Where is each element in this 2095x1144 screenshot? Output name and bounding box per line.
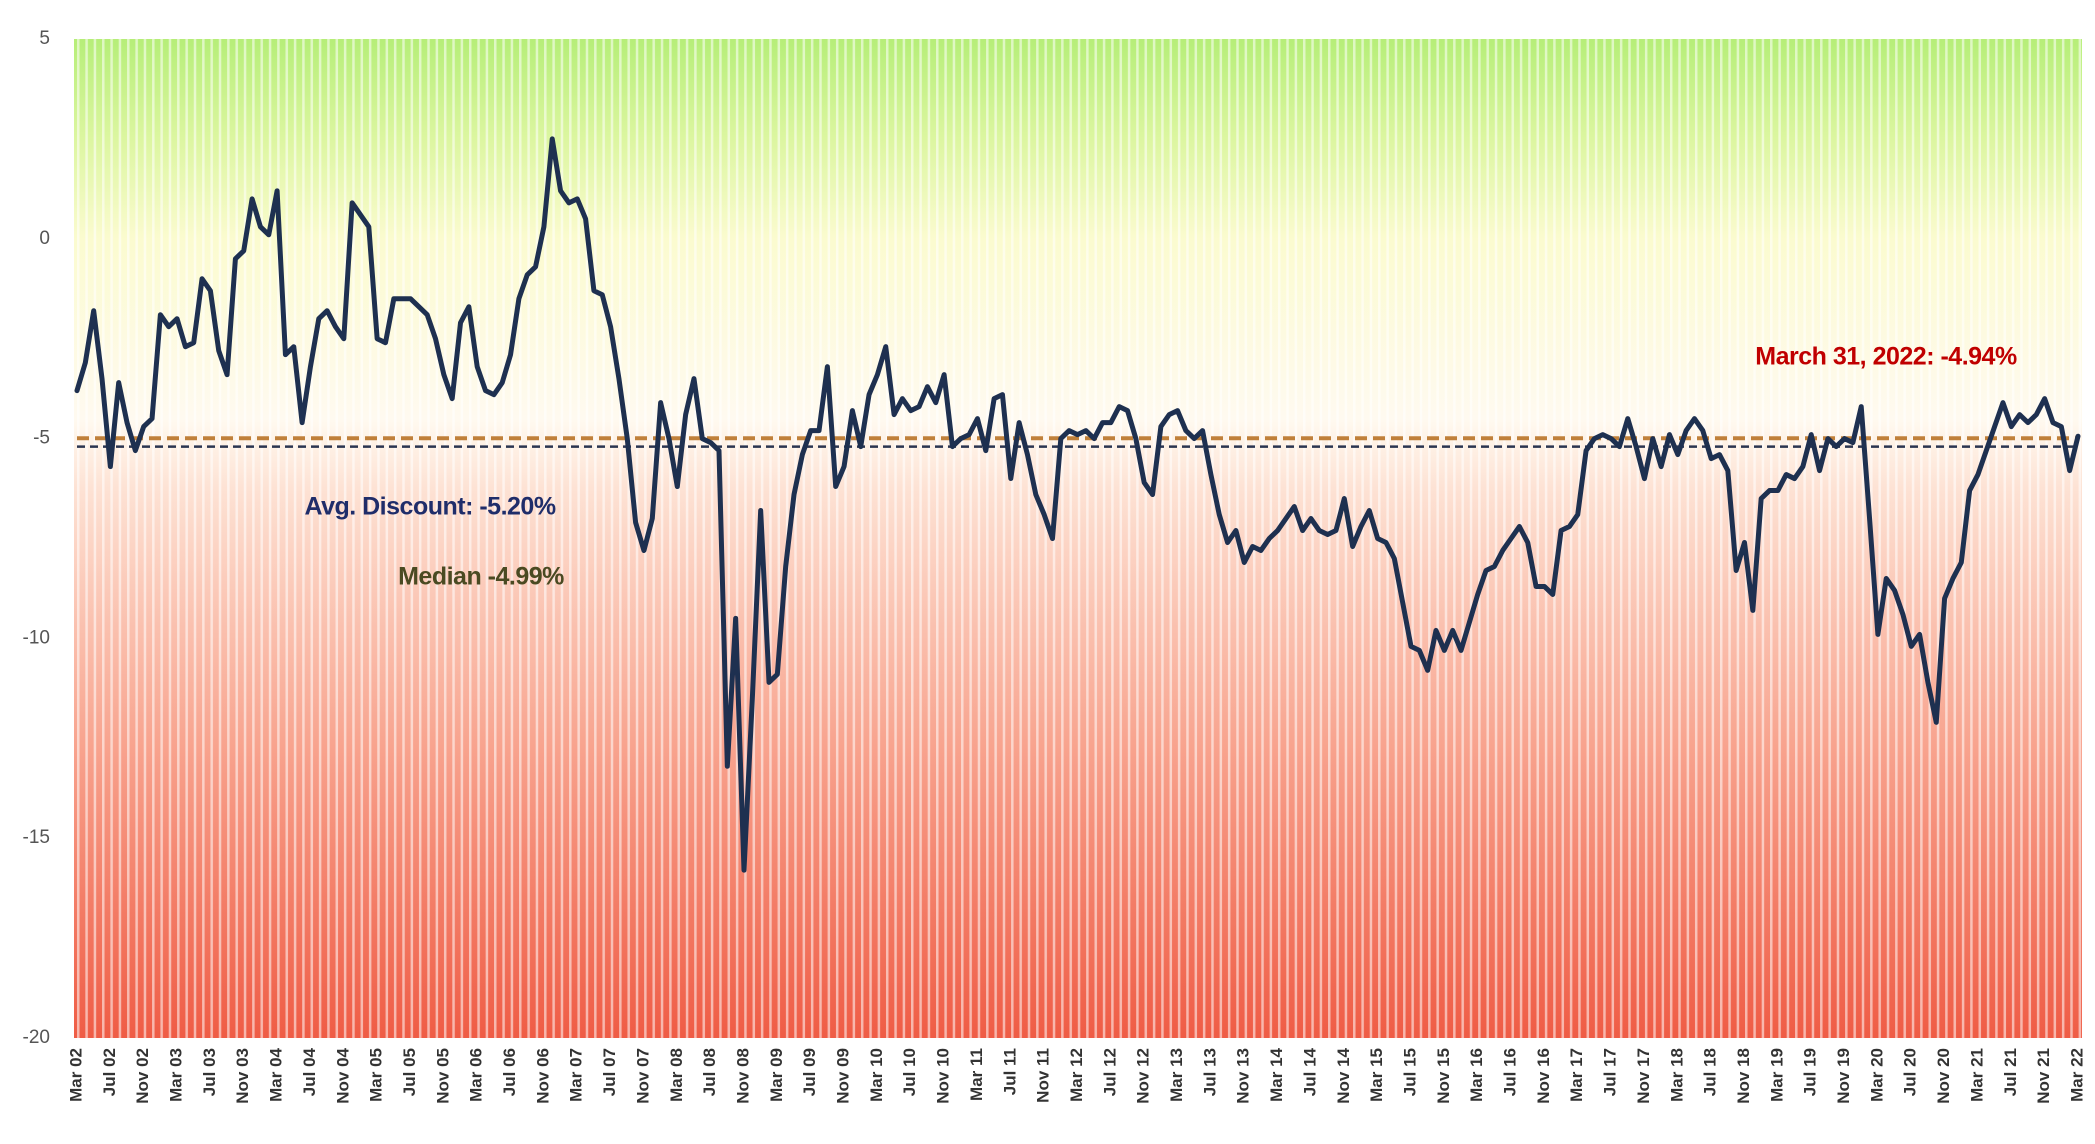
- x-tick-label: Jul 06: [500, 1048, 519, 1096]
- x-tick-label: Jul 18: [1701, 1048, 1720, 1096]
- x-tick-label: Mar 16: [1467, 1048, 1486, 1102]
- x-tick-label: Nov 11: [1034, 1048, 1053, 1103]
- x-tick-label: Mar 05: [367, 1048, 386, 1102]
- x-tick-label: Jul 14: [1300, 1047, 1319, 1096]
- x-tick-label: Jul 19: [1801, 1048, 1820, 1096]
- x-tick-label: Mar 14: [1267, 1047, 1286, 1101]
- x-tick-label: Mar 22: [2067, 1048, 2086, 1102]
- y-tick-label: -5: [33, 428, 50, 449]
- x-tick-label: Jul 07: [600, 1048, 619, 1096]
- x-tick-label: Jul 15: [1400, 1048, 1419, 1096]
- x-tick-label: Nov 05: [433, 1048, 452, 1104]
- x-tick-label: Mar 20: [1867, 1048, 1886, 1102]
- annotation: Avg. Discount: -5.20%: [304, 493, 555, 521]
- x-tick-label: Nov 15: [1434, 1048, 1453, 1104]
- y-tick-label: 5: [39, 28, 50, 49]
- x-tick-label: Nov 14: [1334, 1047, 1353, 1103]
- x-tick-label: Nov 09: [834, 1048, 853, 1104]
- x-tick-label: Jul 10: [900, 1048, 919, 1096]
- x-tick-label: Mar 02: [66, 1048, 85, 1102]
- x-tick-label: Mar 09: [767, 1048, 786, 1102]
- plot-stripes: [74, 39, 2082, 1038]
- x-tick-label: Nov 07: [633, 1048, 652, 1104]
- x-tick-label: Jul 08: [700, 1048, 719, 1096]
- x-tick-label: Mar 10: [867, 1048, 886, 1102]
- x-tick-label: Mar 08: [667, 1048, 686, 1102]
- x-tick-label: Jul 11: [1000, 1048, 1019, 1095]
- y-tick-label: 0: [39, 228, 50, 249]
- x-tick-label: Nov 19: [1834, 1048, 1853, 1104]
- x-tick-label: Mar 18: [1667, 1048, 1686, 1102]
- x-tick-label: Mar 19: [1767, 1048, 1786, 1102]
- x-tick-label: Nov 03: [233, 1048, 252, 1104]
- x-tick-label: Mar 13: [1167, 1048, 1186, 1102]
- x-tick-label: Nov 18: [1734, 1048, 1753, 1104]
- x-tick-label: Mar 06: [467, 1048, 486, 1102]
- annotation: Median -4.99%: [398, 563, 564, 591]
- x-tick-label: Jul 04: [300, 1047, 319, 1096]
- y-tick-label: -10: [23, 627, 50, 648]
- x-tick-label: Mar 15: [1367, 1048, 1386, 1102]
- x-tick-label: Mar 12: [1067, 1048, 1086, 1102]
- x-tick-label: Mar 11: [967, 1048, 986, 1101]
- x-tick-label: Jul 16: [1501, 1048, 1520, 1096]
- x-tick-label: Jul 05: [400, 1048, 419, 1096]
- x-tick-label: Mar 17: [1567, 1048, 1586, 1102]
- x-tick-label: Jul 02: [100, 1048, 119, 1096]
- x-tick-label: Nov 08: [733, 1048, 752, 1104]
- x-tick-label: Nov 13: [1234, 1048, 1253, 1104]
- line: [74, 136, 2081, 873]
- x-tick-label: Nov 17: [1634, 1048, 1653, 1104]
- x-tick-label: Jul 20: [1901, 1048, 1920, 1096]
- x-tick-label: Nov 21: [2034, 1048, 2053, 1104]
- x-tick-label: Nov 02: [133, 1048, 152, 1104]
- x-tick-label: Mar 04: [267, 1047, 286, 1101]
- x-tick-label: Mar 03: [167, 1048, 186, 1102]
- x-tick-label: Jul 12: [1100, 1048, 1119, 1096]
- x-tick-label: Nov 16: [1534, 1048, 1553, 1104]
- x-tick-label: Nov 20: [1934, 1048, 1953, 1104]
- x-tick-label: Jul 13: [1200, 1048, 1219, 1096]
- x-tick-label: Mar 07: [567, 1048, 586, 1102]
- x-tick-label: Jul 09: [800, 1048, 819, 1096]
- x-tick-label: Jul 03: [200, 1048, 219, 1096]
- x-tick-label: Nov 10: [934, 1048, 953, 1104]
- x-tick-label: Mar 21: [1967, 1048, 1986, 1102]
- y-tick-label: -15: [23, 827, 50, 848]
- x-tick-label: Jul 21: [2001, 1048, 2020, 1096]
- annotation: March 31, 2022: -4.94%: [1755, 343, 2017, 371]
- x-tick-label: Nov 12: [1134, 1048, 1153, 1104]
- y-tick-label: -20: [23, 1027, 50, 1048]
- x-tick-label: Jul 17: [1601, 1048, 1620, 1096]
- x-tick-label: Nov 06: [533, 1048, 552, 1104]
- x-tick-label: Nov 04: [333, 1047, 352, 1103]
